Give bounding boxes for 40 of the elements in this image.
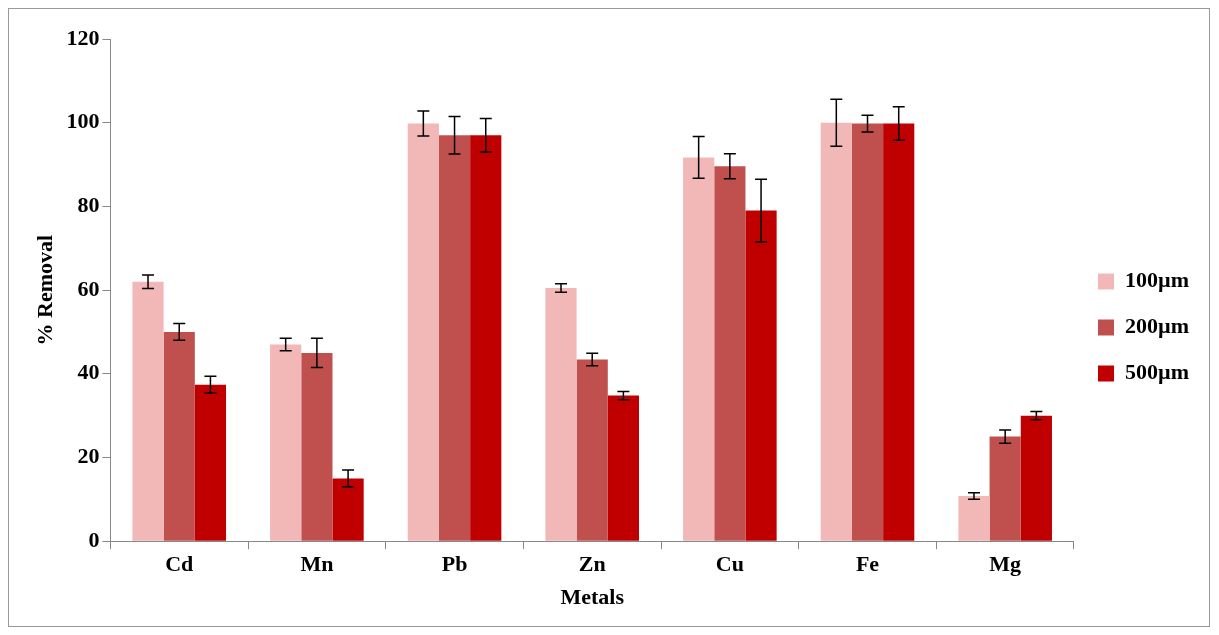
- bar: [1020, 415, 1052, 541]
- y-axis-title: % Removal: [31, 234, 57, 346]
- y-tick-label: 80: [77, 192, 100, 218]
- legend-label: 100µm: [1125, 267, 1190, 293]
- y-tick-label: 40: [77, 359, 100, 385]
- bar: [607, 395, 639, 541]
- bar: [989, 436, 1021, 541]
- bar: [545, 288, 577, 541]
- legend-label: 500µm: [1125, 359, 1190, 385]
- bar: [820, 122, 852, 541]
- bar: [270, 344, 302, 541]
- x-tick-label: Mn: [300, 551, 334, 577]
- bar: [407, 123, 439, 541]
- bar: [163, 331, 195, 541]
- x-axis-title: Metals: [560, 584, 625, 610]
- x-tick-label: Fe: [855, 551, 880, 577]
- bar: [714, 166, 746, 541]
- bar: [301, 352, 333, 541]
- y-tick-label: 60: [77, 275, 100, 301]
- bar: [883, 123, 915, 541]
- bar: [194, 384, 227, 541]
- bar: [438, 135, 471, 541]
- x-tick-label: Cu: [715, 551, 744, 577]
- y-tick-label: 20: [77, 443, 100, 469]
- bar: [745, 210, 777, 541]
- x-tick-label: Pb: [441, 551, 468, 577]
- y-tick-label: 0: [88, 526, 100, 552]
- bar: [576, 359, 608, 541]
- legend-label: 200µm: [1125, 313, 1190, 339]
- x-tick-label: Zn: [578, 551, 606, 577]
- bar: [332, 478, 364, 541]
- y-tick-label: 100: [66, 108, 100, 134]
- y-tick-label: 120: [66, 24, 100, 50]
- x-tick-label: Mg: [989, 551, 1022, 577]
- bar: [132, 281, 164, 541]
- x-tick-label: Cd: [165, 551, 194, 577]
- bar: [683, 157, 715, 541]
- bar: [851, 123, 884, 541]
- bar: [958, 496, 990, 541]
- bar: [470, 135, 502, 541]
